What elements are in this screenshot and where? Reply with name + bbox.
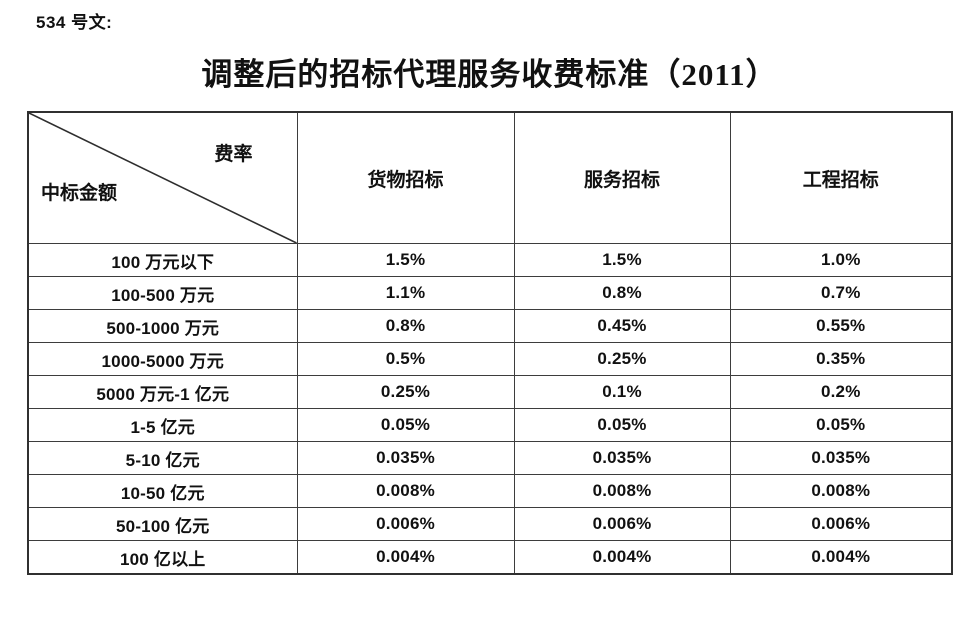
fee-rate-cell: 0.25% xyxy=(513,342,731,376)
fee-rate-cell: 0.05% xyxy=(729,408,953,442)
table-row: 50-100 亿元 0.006% 0.006% 0.006% xyxy=(27,507,953,541)
bid-amount-cell: 1000-5000 万元 xyxy=(27,342,298,376)
table-body: 100 万元以下 1.5% 1.5% 1.0% 100-500 万元 1.1% 0.8% 0.… xyxy=(27,243,953,575)
column-header-service-bidding: 服务招标 xyxy=(513,111,731,244)
fee-rate-cell: 0.1% xyxy=(513,375,731,409)
fee-rate-cell: 0.008% xyxy=(729,474,953,508)
fee-rate-cell: 0.35% xyxy=(729,342,953,376)
fee-rate-cell: 0.45% xyxy=(513,309,731,343)
fee-rate-cell: 0.004% xyxy=(296,540,515,575)
fee-rate-cell: 1.0% xyxy=(729,243,953,277)
fee-rate-cell: 1.5% xyxy=(513,243,731,277)
table-row: 5-10 亿元 0.035% 0.035% 0.035% xyxy=(27,441,953,475)
bid-amount-cell: 100-500 万元 xyxy=(27,276,298,310)
bid-amount-cell: 10-50 亿元 xyxy=(27,474,298,508)
table-row: 1-5 亿元 0.05% 0.05% 0.05% xyxy=(27,408,953,442)
bid-amount-cell: 5000 万元-1 亿元 xyxy=(27,375,298,409)
bid-amount-cell: 500-1000 万元 xyxy=(27,309,298,343)
bid-amount-cell: 1-5 亿元 xyxy=(27,408,298,442)
table-row: 500-1000 万元 0.8% 0.45% 0.55% xyxy=(27,309,953,343)
fee-rate-cell: 0.5% xyxy=(296,342,515,376)
fee-rate-cell: 0.004% xyxy=(729,540,953,575)
bid-amount-cell: 100 亿以上 xyxy=(27,540,298,575)
fee-rate-cell: 1.5% xyxy=(296,243,515,277)
table-row: 10-50 亿元 0.008% 0.008% 0.008% xyxy=(27,474,953,508)
corner-label-bid-amount: 中标金额 xyxy=(41,183,118,204)
fee-rate-cell: 0.035% xyxy=(513,441,731,475)
fee-rate-cell: 0.008% xyxy=(296,474,515,508)
table-row: 5000 万元-1 亿元 0.25% 0.1% 0.2% xyxy=(27,375,953,409)
bid-amount-cell: 100 万元以下 xyxy=(27,243,298,277)
fee-rate-cell: 0.8% xyxy=(513,276,731,310)
column-header-goods-bidding: 货物招标 xyxy=(296,111,515,244)
fee-rate-cell: 0.7% xyxy=(729,276,953,310)
fee-rate-cell: 0.55% xyxy=(729,309,953,343)
table-row: 1000-5000 万元 0.5% 0.25% 0.35% xyxy=(27,342,953,376)
fee-rate-cell: 0.008% xyxy=(513,474,731,508)
table-row: 100 万元以下 1.5% 1.5% 1.0% xyxy=(27,243,953,277)
fee-rate-cell: 0.8% xyxy=(296,309,515,343)
fee-rate-table: 费率 中标金额 货物招标 服务招标 工程招标 100 万元以下 1.5% 1.5% 1… xyxy=(27,111,953,575)
bid-amount-cell: 5-10 亿元 xyxy=(27,441,298,475)
table-row: 100 亿以上 0.004% 0.004% 0.004% xyxy=(27,540,953,575)
fee-rate-cell: 0.006% xyxy=(296,507,515,541)
fee-rate-cell: 0.25% xyxy=(296,375,515,409)
fee-rate-cell: 0.2% xyxy=(729,375,953,409)
table-row: 100-500 万元 1.1% 0.8% 0.7% xyxy=(27,276,953,310)
fee-rate-cell: 0.006% xyxy=(729,507,953,541)
fee-rate-cell: 0.035% xyxy=(296,441,515,475)
bid-amount-cell: 50-100 亿元 xyxy=(27,507,298,541)
page-title: 调整后的招标代理服务收费标准（2011） xyxy=(201,57,778,92)
fee-rate-cell: 0.006% xyxy=(513,507,731,541)
fee-rate-cell: 0.05% xyxy=(513,408,731,442)
diagonal-divider-line xyxy=(29,113,297,243)
column-header-engineering-bidding: 工程招标 xyxy=(729,111,953,244)
corner-label-rate: 费率 xyxy=(214,144,253,165)
header-row: 费率 中标金额 货物招标 服务招标 工程招标 xyxy=(27,111,953,244)
fee-rate-cell: 1.1% xyxy=(296,276,515,310)
fee-rate-cell: 0.035% xyxy=(729,441,953,475)
corner-header-cell: 费率 中标金额 xyxy=(27,111,298,244)
fee-rate-cell: 0.05% xyxy=(296,408,515,442)
document-ref-label: 534 号文: xyxy=(36,13,113,32)
fee-rate-cell: 0.004% xyxy=(513,540,731,575)
